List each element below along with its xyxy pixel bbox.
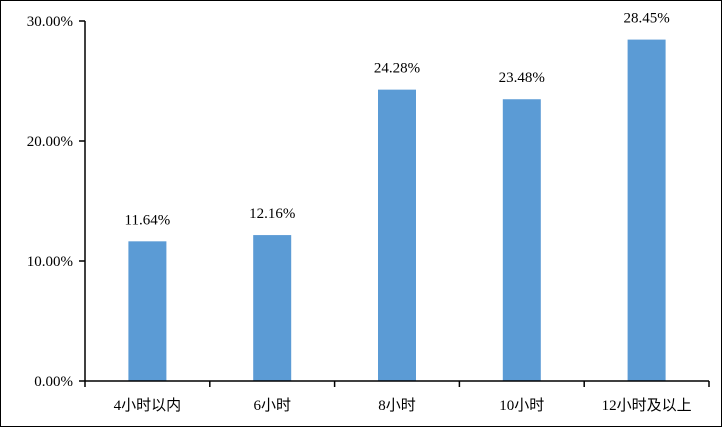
x-tick-label: 12小时及以上	[602, 397, 692, 414]
x-axis: 4小时以内 6小时 8小时 10小时 12小时及以上	[84, 380, 710, 414]
bar	[378, 89, 416, 381]
x-tick-label: 6小时	[253, 397, 291, 414]
bars: 11.64% 12.16% 24.28% 23.48% 28.45%	[125, 11, 670, 382]
bar	[128, 241, 167, 381]
y-axis: 0.00% 10.00% 20.00% 30.00%	[27, 14, 86, 390]
data-label: 23.48%	[499, 70, 545, 86]
x-tick-label: 4小时以内	[114, 397, 182, 414]
data-label: 28.45%	[623, 11, 669, 27]
data-label: 11.64%	[125, 212, 171, 228]
data-label: 24.28%	[374, 61, 420, 77]
y-tick-label: 0.00%	[34, 374, 73, 390]
x-tick-label: 10小时	[499, 397, 544, 414]
x-tick-label: 8小时	[378, 397, 416, 414]
bar	[253, 235, 292, 381]
bar	[502, 99, 541, 382]
data-label: 12.16%	[249, 206, 295, 222]
y-tick-label: 20.00%	[27, 134, 73, 150]
y-tick-label: 30.00%	[27, 14, 73, 30]
y-tick-label: 10.00%	[27, 254, 73, 270]
bar	[627, 39, 666, 381]
